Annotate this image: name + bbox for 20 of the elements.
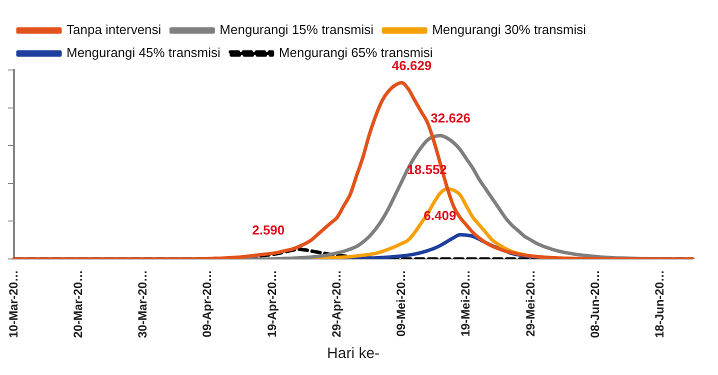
x-tick-label: 29-Mei-20… bbox=[523, 270, 538, 337]
x-tick-label: 29-Apr-20… bbox=[329, 270, 344, 338]
x-tick-label: 10-Mar-20… bbox=[6, 270, 20, 338]
data-label: 46.629 bbox=[392, 58, 432, 73]
x-tick-label: 09-Mei-20… bbox=[394, 270, 408, 337]
x-tick-label: 30-Mar-20… bbox=[136, 270, 150, 338]
x-tick-label: 09-Apr-20… bbox=[200, 270, 214, 338]
legend-label: Mengurangi 65% transmisi bbox=[278, 45, 433, 60]
legend-label: Tanpa intervensi bbox=[66, 22, 162, 38]
x-tick-label: 19-Mei-20… bbox=[458, 270, 473, 337]
data-label: 32.626 bbox=[430, 110, 470, 126]
data-label: 2.590 bbox=[252, 222, 285, 238]
legend-label: Mengurangi 30% transmisi bbox=[432, 22, 586, 38]
x-axis-title: Hari ke- bbox=[327, 345, 380, 362]
x-tick-label: 18-Jun-20… bbox=[652, 270, 667, 338]
legend-label: Mengurangi 15% transmisi bbox=[220, 22, 374, 38]
x-tick-label: 08-Jun-20… bbox=[588, 270, 602, 338]
x-tick-label: 20-Mar-20… bbox=[70, 270, 85, 338]
x-tick-label: 19-Apr-20… bbox=[264, 270, 279, 338]
legend-label: Mengurangi 45% transmisi bbox=[66, 45, 221, 60]
